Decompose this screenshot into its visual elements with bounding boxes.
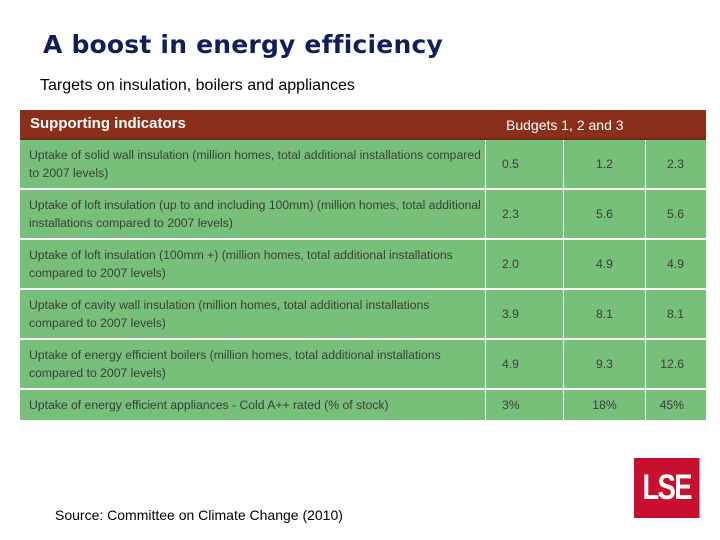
table-row: Uptake of energy efficient appliances - …	[20, 390, 706, 420]
budget-2-value: 1.2	[564, 140, 646, 188]
table-row: Uptake of cavity wall insulation (millio…	[20, 290, 706, 340]
table-row: Uptake of energy efficient boilers (mill…	[20, 340, 706, 390]
slide-title: A boost in energy efficiency	[43, 30, 443, 59]
budget-3-value: 45%	[659, 398, 684, 412]
budget-2-value: 5.6	[564, 190, 646, 238]
header-supporting-indicators: Supporting indicators	[30, 115, 186, 132]
budget-3-value: 4.9	[667, 257, 684, 271]
table-row: Uptake of loft insulation (up to and inc…	[20, 190, 706, 240]
table-header: Supporting indicators Budgets 1, 2 and 3	[20, 110, 706, 140]
indicators-table: Supporting indicators Budgets 1, 2 and 3…	[20, 110, 706, 420]
budget-3-value: 12.6	[660, 357, 684, 371]
budget-1-value: 3.9	[486, 290, 564, 338]
budget-3-value: 2.3	[667, 157, 684, 171]
row-label: Uptake of energy efficient appliances - …	[20, 390, 486, 420]
budget-1-value: 2.3	[486, 190, 564, 238]
table-row: Uptake of loft insulation (100mm +) (mil…	[20, 240, 706, 290]
row-label: Uptake of loft insulation (up to and inc…	[20, 190, 486, 238]
row-label: Uptake of energy efficient boilers (mill…	[20, 340, 486, 388]
budget-1-value: 2.0	[486, 240, 564, 288]
budget-3-value: 5.6	[667, 207, 684, 221]
budget-1-value: 3%	[486, 390, 564, 420]
row-label: Uptake of solid wall insulation (million…	[20, 140, 486, 188]
budget-2-value: 4.9	[564, 240, 646, 288]
budget-3-value: 8.1	[667, 307, 684, 321]
lse-logo: LSE	[634, 458, 700, 518]
budget-2-value: 18%	[564, 390, 646, 420]
row-label: Uptake of loft insulation (100mm +) (mil…	[20, 240, 486, 288]
budget-1-value: 0.5	[486, 140, 564, 188]
budget-2-value: 9.3	[564, 340, 646, 388]
table-row: Uptake of solid wall insulation (million…	[20, 140, 706, 190]
header-budgets: Budgets 1, 2 and 3	[506, 117, 624, 133]
slide-subtitle: Targets on insulation, boilers and appli…	[40, 77, 355, 94]
row-label: Uptake of cavity wall insulation (millio…	[20, 290, 486, 338]
budget-1-value: 4.9	[486, 340, 564, 388]
budget-2-value: 8.1	[564, 290, 646, 338]
source-note: Source: Committee on Climate Change (201…	[55, 507, 343, 523]
